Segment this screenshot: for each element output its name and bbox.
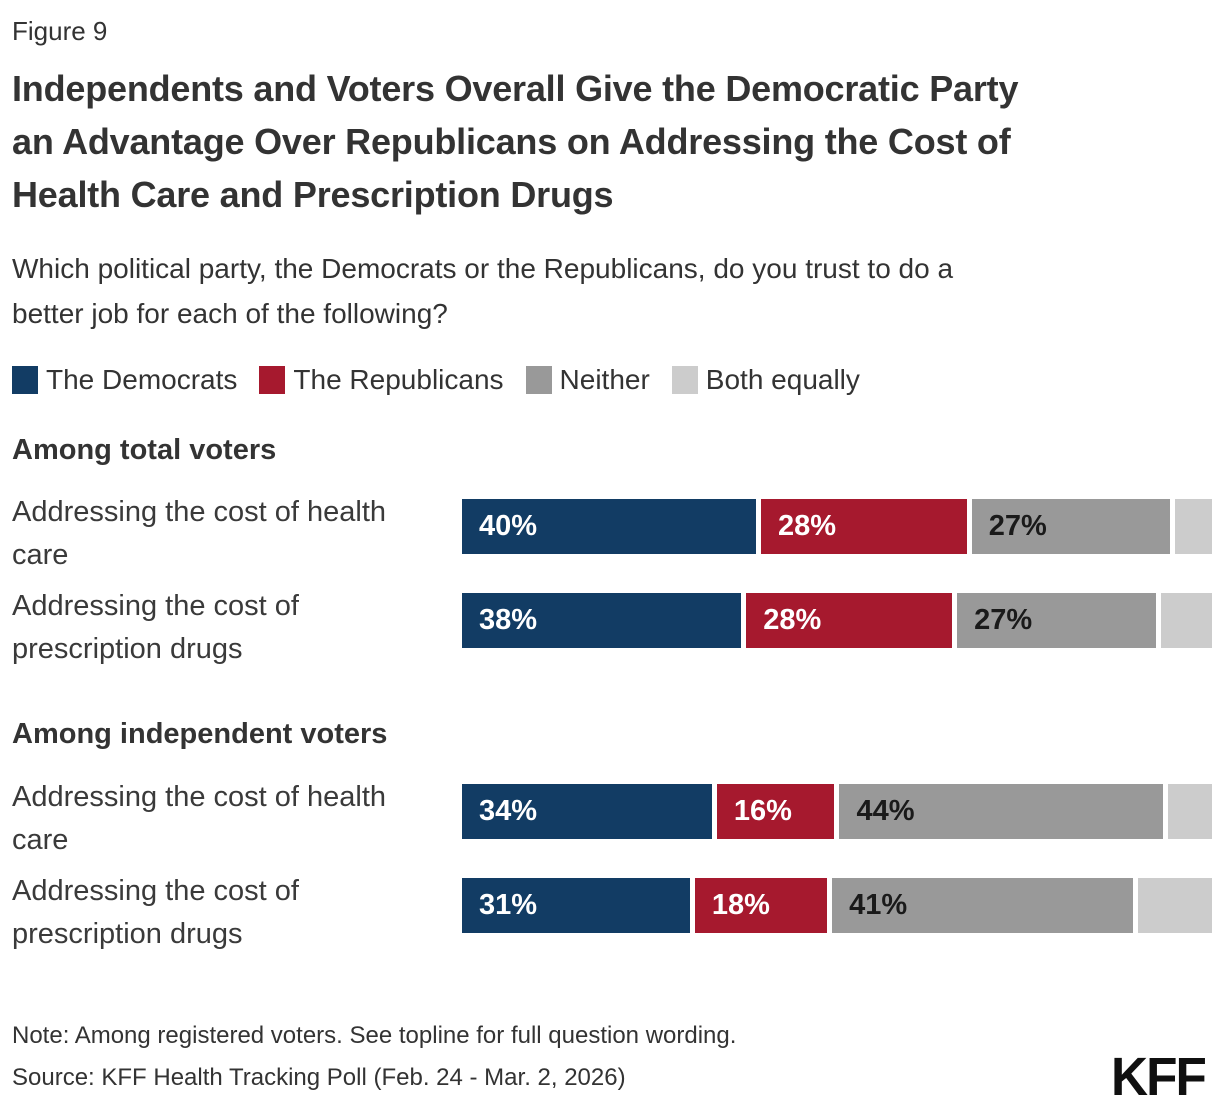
- bar-value-label: 28%: [778, 510, 837, 542]
- row-label-addressing-the-cost-of-prescription-drugs: Addressing the cost of prescription drugs: [12, 585, 464, 671]
- group-heading-among-total-voters: Among total voters: [12, 434, 277, 466]
- bar-segment-neither: 44%: [839, 784, 1163, 839]
- row-label-line: Addressing the cost of: [12, 590, 299, 622]
- bar-segment-the-republicans: 18%: [694, 878, 828, 933]
- bar-segment-neither: 41%: [832, 878, 1134, 933]
- legend-label: Both equally: [705, 364, 860, 395]
- bar-segment-the-democrats: 38%: [462, 593, 742, 648]
- row-label-line: Addressing the cost of health: [12, 496, 387, 528]
- stacked-bar-among-total-voters-addressing-the-cost-of-prescription-drugs: 38% 28% 27%: [462, 593, 1212, 648]
- row-label-line: prescription drugs: [12, 918, 243, 950]
- bar-value-label: 27%: [974, 604, 1033, 636]
- bar-value-label: 44%: [856, 795, 915, 827]
- bar-value-label: 31%: [479, 889, 538, 921]
- figure-title-line: Health Care and Prescription Drugs: [12, 174, 614, 215]
- figure-subtitle-line: Which political party, the Democrats or …: [12, 253, 954, 284]
- figure-subtitle-line: better job for each of the following?: [12, 298, 448, 329]
- figure-number: Figure 9: [12, 16, 108, 46]
- legend-item-the-republicans: The Republicans: [259, 364, 504, 396]
- figure-title-line: Independents and Voters Overall Give the…: [12, 68, 1019, 109]
- stacked-bar-among-independent-voters-addressing-the-cost-of-prescription-drugs: 31% 18% 41%: [462, 878, 1212, 933]
- legend-item-neither: Neither: [525, 364, 650, 396]
- row-label-addressing-the-cost-of-health-care: Addressing the cost of health care: [12, 776, 464, 862]
- legend-item-both-equally: Both equally: [671, 364, 860, 396]
- bar-value-label: 28%: [763, 604, 822, 636]
- legend-swatch-neither: [525, 366, 552, 394]
- bar-value-label: 27%: [988, 510, 1047, 542]
- bar-segment-the-republicans: 28%: [761, 499, 967, 554]
- bar-segment-both-equally: [1138, 878, 1212, 933]
- bar-segment-the-democrats: 34%: [462, 784, 712, 839]
- chart-legend: The Democrats The Republicans Neither Both …: [12, 364, 860, 396]
- figure-title: Independents and Voters Overall Give the…: [12, 62, 1018, 221]
- bar-value-label: 40%: [479, 510, 538, 542]
- legend-swatch-the-republicans: [259, 366, 286, 394]
- bar-segment-the-republicans: 28%: [746, 593, 953, 648]
- footnote: Note: Among registered voters. See topli…: [12, 1022, 737, 1049]
- figure-title-line: an Advantage Over Republicans on Address…: [12, 121, 1011, 162]
- bar-segment-neither: 27%: [957, 593, 1156, 648]
- row-label-line: Addressing the cost of health: [12, 781, 387, 813]
- bar-segment-both-equally: [1167, 784, 1212, 839]
- bar-value-label: 41%: [849, 889, 908, 921]
- row-label-line: prescription drugs: [12, 633, 243, 665]
- bar-segment-the-republicans: 16%: [716, 784, 835, 839]
- legend-swatch-the-democrats: [12, 366, 38, 394]
- legend-label: The Republicans: [293, 364, 504, 395]
- bar-segment-both-equally: [1160, 593, 1212, 648]
- bar-value-label: 18%: [711, 889, 770, 921]
- legend-swatch-both-equally: [671, 366, 698, 394]
- bar-segment-the-democrats: 31%: [462, 878, 690, 933]
- stacked-bar-among-independent-voters-addressing-the-cost-of-health-care: 34% 16% 44%: [462, 784, 1212, 839]
- row-label-line: care: [12, 539, 69, 571]
- bar-value-label: 16%: [733, 795, 792, 827]
- row-label-line: Addressing the cost of: [12, 875, 299, 907]
- row-label-line: care: [12, 824, 69, 856]
- stacked-bar-among-total-voters-addressing-the-cost-of-health-care: 40% 28% 27%: [462, 499, 1212, 554]
- bar-segment-the-democrats: 40%: [462, 499, 756, 554]
- row-label-addressing-the-cost-of-prescription-drugs: Addressing the cost of prescription drugs: [12, 870, 464, 956]
- bar-segment-neither: 27%: [971, 499, 1171, 554]
- legend-label: Neither: [559, 364, 650, 395]
- group-heading-among-independent-voters: Among independent voters: [12, 718, 388, 750]
- legend-item-the-democrats: The Democrats: [12, 364, 237, 396]
- row-label-addressing-the-cost-of-health-care: Addressing the cost of health care: [12, 491, 464, 577]
- source-line: Source: KFF Health Tracking Poll (Feb. 2…: [12, 1064, 626, 1091]
- bar-segment-both-equally: [1175, 499, 1212, 554]
- bar-value-label: 38%: [479, 604, 538, 636]
- legend-label: The Democrats: [46, 364, 238, 395]
- kff-logo: KFF: [1110, 1047, 1207, 1107]
- figure-subtitle: Which political party, the Democrats or …: [12, 246, 953, 336]
- bar-value-label: 34%: [479, 795, 538, 827]
